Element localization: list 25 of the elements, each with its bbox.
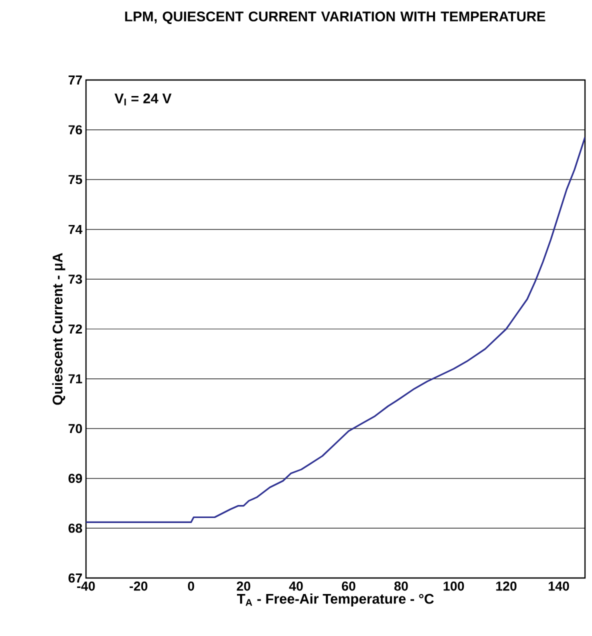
y-tick-label: 70: [68, 424, 82, 434]
x-tick-label: -40: [77, 582, 95, 591]
x-axis-title: T$_{A}$ - Free-Air Temperature - °C: [236, 594, 434, 607]
y-tick-label: 71: [68, 374, 82, 384]
y-tick-label: 69: [68, 474, 82, 483]
x-tick-label: 140: [548, 582, 570, 591]
y-tick-label: 68: [68, 524, 82, 533]
y-tick-label: 77: [68, 76, 82, 84]
chart-title: LPM, QUIESCENT CURRENT VARIATION WITH TEMPERATURE: [125, 12, 546, 24]
y-tick-label: 75: [68, 175, 82, 184]
x-tick-label: 0: [188, 582, 194, 591]
x-tick-label: 20: [236, 582, 250, 591]
x-tick-label: 80: [394, 582, 408, 591]
y-tick-label: 72: [68, 324, 82, 334]
x-tick-label: 40: [289, 582, 303, 591]
y-tick-label: 73: [68, 274, 82, 284]
x-tick-label: 60: [342, 582, 356, 591]
y-tick-label: 67: [68, 573, 82, 583]
x-tick-label: 120: [496, 582, 516, 591]
y-tick-label: 74: [68, 224, 82, 234]
annotation: V$_{I}$ = 24 V: [114, 93, 172, 106]
x-tick-label: 100: [444, 582, 464, 591]
x-tick-label: -20: [130, 582, 148, 591]
y-axis-title: Quiescent Current - μA: [52, 253, 66, 405]
y-tick-label: 76: [68, 125, 82, 134]
